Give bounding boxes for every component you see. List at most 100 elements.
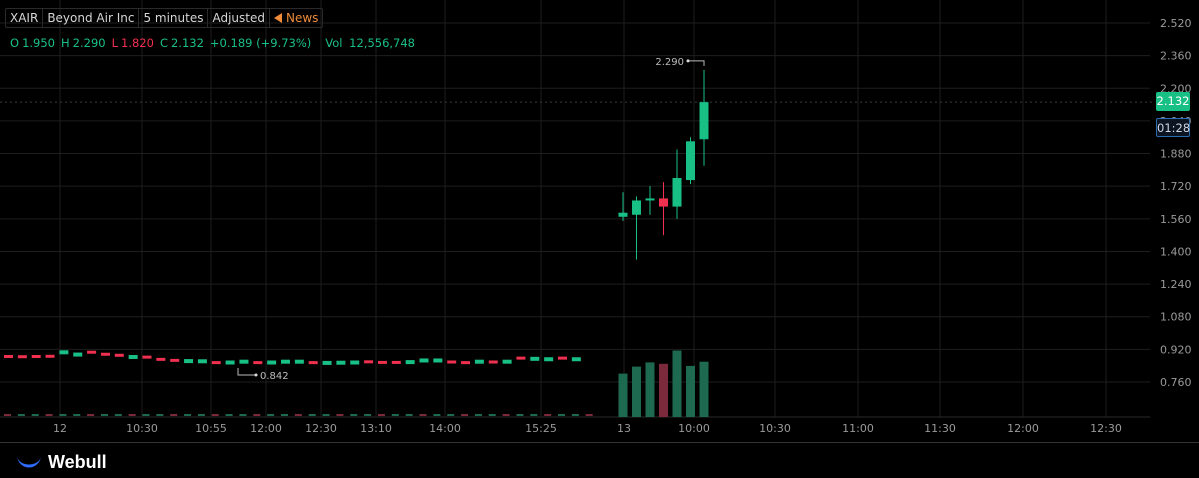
flat-volume-bar	[405, 414, 413, 416]
flat-volume-bar	[128, 414, 136, 416]
x-tick-label: 12	[53, 422, 67, 435]
candle-body	[618, 212, 628, 217]
flat-volume-bar	[170, 414, 178, 416]
flat-volume-bar	[419, 414, 427, 416]
y-tick-label: 1.880	[1160, 148, 1192, 161]
last-price-badge: 2.132	[1156, 92, 1190, 111]
volume-bar	[672, 350, 682, 417]
change-value: +0.189 (+9.73%)	[209, 36, 312, 50]
flat-candle	[142, 355, 152, 359]
flat-candle	[59, 350, 69, 355]
low-marker-dot	[254, 373, 258, 377]
candle-body	[645, 198, 655, 201]
flat-candle	[516, 356, 526, 360]
flat-volume-bar	[225, 414, 233, 416]
flat-candle	[364, 360, 374, 364]
adjustment-toggle[interactable]: Adjusted	[208, 9, 270, 27]
ohlc-readout: O 1.950 H 2.290 L 1.820 C 2.132 +0.189 (+9.7…	[10, 36, 415, 50]
y-tick-label: 2.360	[1160, 50, 1192, 63]
low-value: 1.820	[121, 36, 154, 50]
open-label: O	[10, 36, 20, 50]
x-tick-label: 12:30	[1090, 422, 1122, 435]
flat-candle	[447, 360, 457, 364]
flat-volume-bar	[59, 414, 67, 416]
flat-volume-bar	[488, 414, 496, 416]
flat-candle	[488, 360, 498, 364]
news-label: News	[286, 11, 319, 25]
volume-bar	[632, 366, 641, 417]
volume-bar	[686, 365, 695, 417]
flat-candle	[170, 358, 180, 362]
flat-candle	[377, 360, 387, 364]
flat-candle	[184, 359, 194, 364]
flat-candle	[391, 360, 401, 364]
flat-volume-bar	[502, 414, 510, 416]
flat-candle	[197, 359, 207, 364]
flat-candle	[114, 353, 124, 357]
flat-volume-bar	[433, 414, 441, 416]
flat-volume-bar	[544, 414, 552, 416]
flat-volume-bar	[184, 414, 192, 416]
flat-candle	[128, 355, 138, 360]
flat-candle	[571, 357, 581, 362]
flat-candle	[267, 360, 277, 365]
flat-candle	[239, 359, 249, 364]
flat-candle	[17, 355, 27, 359]
flat-candle	[474, 359, 484, 364]
y-tick-label: 1.080	[1160, 311, 1192, 324]
y-tick-label: 1.720	[1160, 180, 1192, 193]
low-label: L	[111, 36, 119, 50]
x-tick-label: 10:00	[678, 422, 710, 435]
flat-volume-bar	[571, 414, 579, 416]
news-button[interactable]: News	[270, 9, 322, 27]
x-tick-label: 10:55	[195, 422, 227, 435]
flat-candle	[405, 360, 415, 365]
flat-volume-bar	[4, 414, 11, 416]
high-label: H	[61, 36, 70, 50]
x-tick-label: 12:00	[250, 422, 282, 435]
flat-volume-bar	[322, 414, 330, 416]
x-tick-label: 12:30	[305, 422, 337, 435]
flat-volume-bar	[391, 414, 399, 416]
volume-label: Vol	[325, 36, 343, 50]
webull-logo[interactable]: Webull	[16, 452, 107, 473]
x-tick-label: 13:10	[360, 422, 392, 435]
flat-volume-bar	[267, 414, 275, 416]
flat-candle	[530, 356, 540, 361]
candlestick-chart[interactable]: 2.5202.3602.2002.0401.8801.7201.5601.400…	[0, 0, 1199, 442]
webull-bull-icon	[17, 456, 41, 467]
y-tick-label: 1.560	[1160, 213, 1192, 226]
flat-candle	[211, 361, 221, 365]
y-tick-label: 0.760	[1160, 376, 1192, 389]
flat-candle	[253, 361, 263, 365]
high-value: 2.290	[72, 36, 106, 50]
flat-volume-bar	[377, 414, 385, 416]
flat-candle	[544, 357, 554, 362]
x-tick-label: 10:30	[126, 422, 158, 435]
high-annotation: 2.290	[655, 57, 684, 68]
flat-candle	[336, 360, 346, 365]
flat-candle	[156, 357, 166, 361]
symbol[interactable]: XAIR	[6, 9, 44, 27]
flat-volume-bar	[516, 414, 524, 416]
flat-volume-bar	[73, 414, 81, 416]
flat-volume-bar	[294, 414, 302, 416]
open-value: 1.950	[22, 36, 55, 50]
flat-volume-bar	[585, 414, 593, 416]
candle-body	[699, 102, 709, 140]
flat-candle	[558, 356, 567, 360]
flat-candle	[281, 359, 290, 364]
flat-volume-bar	[336, 414, 344, 416]
candle-body	[632, 200, 641, 215]
flat-candle	[31, 355, 41, 359]
flat-volume-bar	[100, 414, 108, 416]
flat-candle	[100, 352, 110, 356]
interval-selector[interactable]: 5 minutes	[139, 9, 209, 27]
volume-bar	[618, 373, 628, 417]
flat-candle	[461, 361, 471, 365]
chart-header: XAIR Beyond Air Inc 5 minutes Adjusted N…	[5, 8, 324, 28]
flat-candle	[502, 359, 512, 364]
high-marker-dot	[686, 59, 690, 63]
flat-candle	[225, 360, 235, 365]
x-tick-label: 10:30	[759, 422, 791, 435]
